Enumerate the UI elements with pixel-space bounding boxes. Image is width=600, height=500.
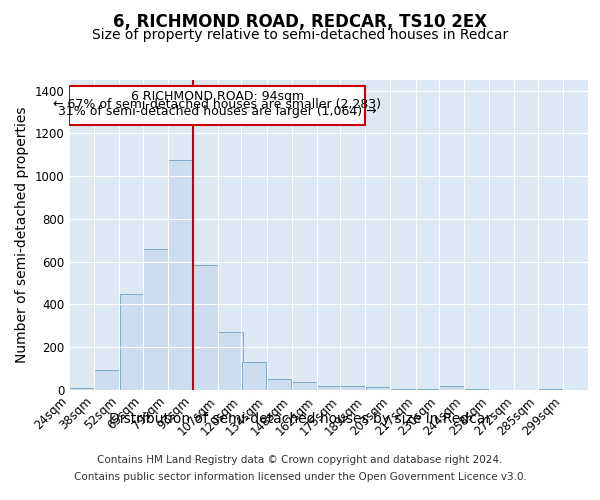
- Bar: [464, 389, 489, 390]
- Text: Contains public sector information licensed under the Open Government Licence v3: Contains public sector information licen…: [74, 472, 526, 482]
- Bar: [340, 386, 365, 390]
- Bar: [439, 386, 464, 390]
- Bar: [267, 379, 292, 390]
- Y-axis label: Number of semi-detached properties: Number of semi-detached properties: [15, 107, 29, 363]
- Bar: [94, 370, 119, 390]
- Text: Contains HM Land Registry data © Crown copyright and database right 2024.: Contains HM Land Registry data © Crown c…: [97, 455, 503, 465]
- Bar: [69, 388, 94, 390]
- Bar: [218, 332, 243, 390]
- Bar: [242, 362, 266, 390]
- Bar: [391, 389, 415, 390]
- Bar: [193, 265, 218, 390]
- Bar: [168, 160, 193, 390]
- Text: 31% of semi-detached houses are larger (1,064) →: 31% of semi-detached houses are larger (…: [58, 104, 376, 118]
- Bar: [317, 386, 341, 390]
- Text: 6 RICHMOND ROAD: 94sqm: 6 RICHMOND ROAD: 94sqm: [131, 90, 304, 104]
- Bar: [538, 389, 563, 390]
- Bar: [119, 294, 144, 390]
- Bar: [143, 250, 167, 390]
- Bar: [365, 387, 390, 390]
- Text: Size of property relative to semi-detached houses in Redcar: Size of property relative to semi-detach…: [92, 28, 508, 42]
- Bar: [416, 389, 440, 390]
- Bar: [292, 382, 317, 390]
- Text: 6, RICHMOND ROAD, REDCAR, TS10 2EX: 6, RICHMOND ROAD, REDCAR, TS10 2EX: [113, 12, 487, 30]
- Text: ← 67% of semi-detached houses are smaller (2,283): ← 67% of semi-detached houses are smalle…: [53, 98, 381, 110]
- Bar: [69, 86, 365, 125]
- Text: Distribution of semi-detached houses by size in Redcar: Distribution of semi-detached houses by …: [109, 412, 491, 426]
